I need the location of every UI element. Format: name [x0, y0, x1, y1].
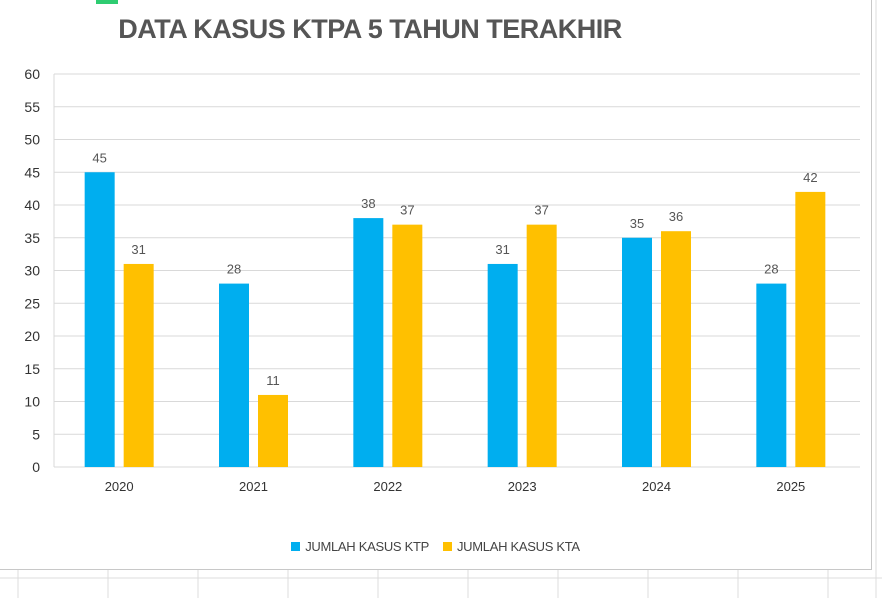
bar-kta-2022	[392, 224, 423, 467]
y-tick-label: 35	[24, 230, 40, 246]
data-label: 31	[131, 242, 145, 257]
chart-title: DATA KASUS KTPA 5 TAHUN TERAKHIR	[118, 14, 622, 44]
cell-selection-marker	[96, 0, 118, 4]
data-label: 38	[361, 196, 375, 211]
bar-ktp-2024	[622, 237, 652, 467]
data-label: 37	[534, 203, 548, 218]
plot-area: 0510152025303540455055604531202028112021…	[24, 66, 860, 494]
legend-label: JUMLAH KASUS KTP	[305, 539, 429, 554]
bar-kta-2024	[661, 231, 691, 467]
y-tick-label: 60	[24, 66, 40, 82]
bar-ktp-2021	[219, 283, 249, 467]
chart-card[interactable]: DATA KASUS KTPA 5 TAHUN TERAKHIR 0 5 10 15 2…	[0, 0, 872, 570]
y-tick-label: 25	[24, 295, 40, 311]
y-tick-label: 45	[24, 164, 40, 180]
legend-swatch	[442, 542, 452, 551]
bar-kta-2025	[795, 191, 826, 467]
x-tick-label: 2020	[105, 479, 134, 494]
legend-entry: JUMLAH KASUS KTA	[442, 539, 580, 554]
bar-ktp-2022	[353, 218, 384, 467]
legend-entry: JUMLAH KASUS KTP	[291, 539, 429, 554]
bar-kta-2023	[526, 224, 557, 467]
data-label: 36	[669, 209, 683, 224]
bar-kta-2021	[258, 394, 288, 467]
data-label: 37	[400, 203, 414, 218]
data-label: 45	[92, 150, 106, 165]
data-label: 42	[803, 170, 817, 185]
y-tick-label: 50	[24, 132, 40, 148]
x-tick-label: 2022	[373, 479, 402, 494]
y-tick-label: 20	[24, 328, 40, 344]
legend-label: JUMLAH KASUS KTA	[456, 539, 580, 554]
data-label: 35	[630, 216, 644, 231]
data-label: 31	[495, 242, 509, 257]
bar-ktp-2025	[756, 283, 787, 467]
y-tick-label: 0	[32, 459, 40, 475]
x-tick-label: 2023	[508, 479, 537, 494]
bar-ktp-2023	[487, 263, 518, 467]
y-tick-label: 30	[24, 263, 40, 279]
data-label: 28	[764, 262, 778, 277]
data-label: 28	[227, 262, 241, 277]
y-tick-label: 40	[24, 197, 40, 213]
y-tick-label: 10	[24, 394, 40, 410]
bar-kta-2020	[123, 263, 154, 467]
x-tick-label: 2021	[239, 479, 268, 494]
y-tick-label: 55	[24, 99, 40, 115]
bar-ktp-2020	[84, 172, 115, 467]
data-label: 11	[266, 373, 280, 388]
legend-swatch	[291, 542, 301, 551]
legend: JUMLAH KASUS KTP JUMLAH KASUS KTA	[0, 539, 871, 554]
x-tick-label: 2025	[776, 479, 805, 494]
y-tick-label: 5	[32, 426, 40, 442]
x-tick-label: 2024	[642, 479, 671, 494]
y-tick-label: 15	[24, 361, 40, 377]
